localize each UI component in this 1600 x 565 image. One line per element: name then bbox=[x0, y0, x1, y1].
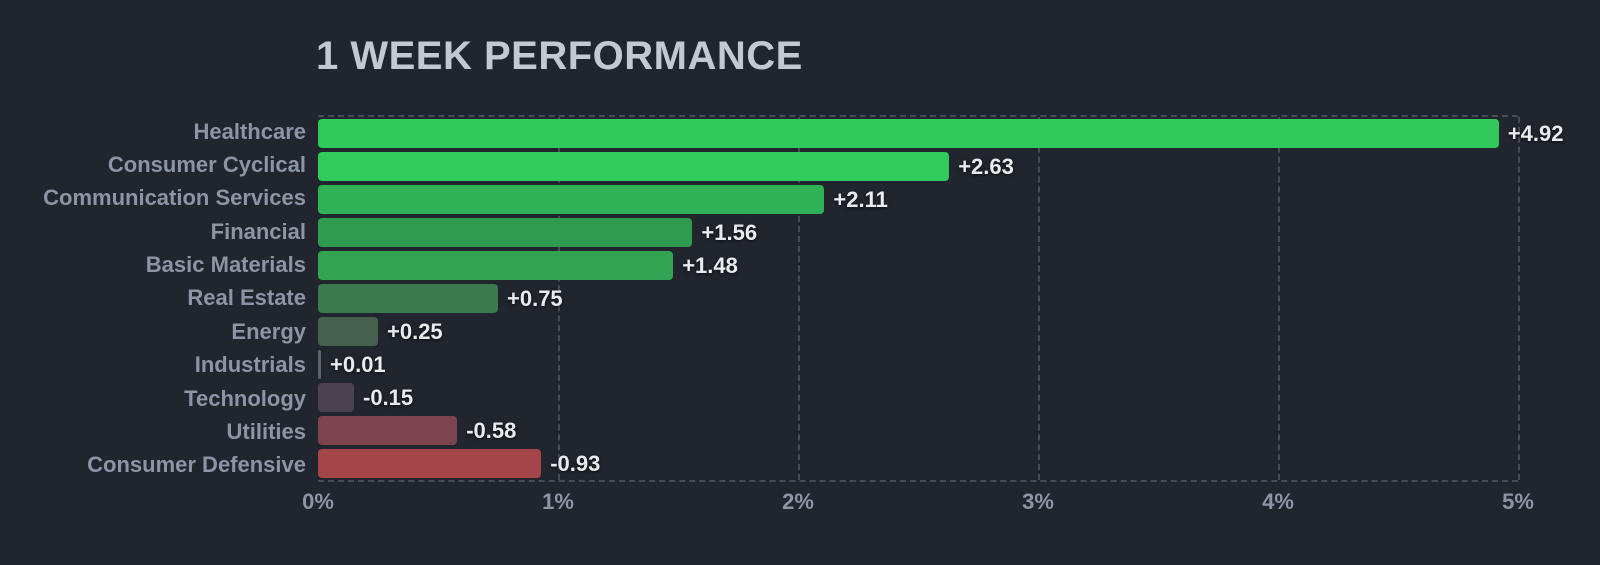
bar-financial bbox=[318, 218, 693, 247]
bar-rows-layer: +4.92 +2.63 +2.11 +1.56 +1.48 +0.75 +0.25 +0.01… bbox=[318, 117, 1563, 480]
bar-row: +2.63 bbox=[318, 150, 1518, 183]
category-label: Technology bbox=[184, 385, 306, 411]
category-label: Communication Services bbox=[43, 185, 306, 211]
vertical-gridline bbox=[1278, 117, 1280, 480]
bar-value-label: -0.15 bbox=[363, 384, 414, 410]
bar-value-label: +0.75 bbox=[507, 285, 563, 311]
bar-value-label: -0.58 bbox=[466, 417, 517, 443]
category-label: Basic Materials bbox=[145, 252, 306, 278]
bar-value-label: -0.93 bbox=[550, 450, 601, 476]
bar-consumer-cyclical bbox=[318, 152, 950, 181]
x-axis-tick: 0% bbox=[302, 489, 334, 514]
bar-row: +0.75 bbox=[318, 282, 1518, 315]
bar-value-label: +4.92 bbox=[1507, 120, 1564, 146]
bar-basic-materials bbox=[318, 251, 674, 280]
bar-value-label: +0.25 bbox=[387, 318, 443, 344]
bar-value-label: +2.11 bbox=[833, 186, 888, 212]
bar-value-label: +0.01 bbox=[330, 351, 386, 377]
bar-healthcare bbox=[318, 119, 1499, 148]
x-axis-tick: 4% bbox=[1262, 489, 1294, 514]
bar-communication-services bbox=[318, 185, 825, 214]
bar-industrials bbox=[318, 350, 321, 379]
plot-area: +4.92 +2.63 +2.11 +1.56 +1.48 +0.75 +0.25 +0.01… bbox=[318, 115, 1563, 482]
bar-row: +0.01 bbox=[318, 348, 1518, 381]
category-label: Healthcare bbox=[193, 118, 306, 144]
category-label: Consumer Defensive bbox=[87, 452, 306, 478]
category-label: Energy bbox=[231, 318, 306, 344]
bar-consumer-defensive bbox=[318, 449, 542, 478]
bar-utilities bbox=[318, 416, 458, 445]
x-axis-tick: 5% bbox=[1502, 489, 1534, 514]
vertical-gridline bbox=[1518, 117, 1520, 480]
bar-row: +4.92 bbox=[318, 117, 1563, 150]
bar-row: -0.58 bbox=[318, 414, 1518, 447]
category-label: Consumer Cyclical bbox=[107, 152, 306, 178]
category-label: Utilities bbox=[226, 418, 306, 444]
x-axis-tick: 2% bbox=[782, 489, 814, 514]
bar-technology bbox=[318, 383, 354, 412]
bar-row: +1.56 bbox=[318, 216, 1518, 249]
bar-row: +1.48 bbox=[318, 249, 1518, 282]
vertical-gridline bbox=[558, 117, 560, 480]
chart-title: 1 WEEK PERFORMANCE bbox=[316, 34, 803, 78]
bar-row: +2.11 bbox=[318, 183, 1518, 216]
bar-row: -0.93 bbox=[318, 447, 1518, 480]
x-axis-tick: 1% bbox=[542, 489, 574, 514]
bar-row: +0.25 bbox=[318, 315, 1518, 348]
category-label: Real Estate bbox=[187, 285, 306, 311]
x-axis-tick: 3% bbox=[1022, 489, 1054, 514]
bar-value-label: +1.48 bbox=[682, 252, 738, 278]
bar-value-label: +2.63 bbox=[958, 153, 1014, 179]
vertical-gridline bbox=[798, 117, 800, 480]
bar-value-label: +1.56 bbox=[701, 219, 758, 245]
category-labels-column: Healthcare Consumer Cyclical Communication… bbox=[0, 115, 306, 482]
bar-real-estate bbox=[318, 284, 498, 313]
bar-row: -0.15 bbox=[318, 381, 1518, 414]
bar-energy bbox=[318, 317, 378, 346]
category-label: Financial bbox=[210, 218, 306, 244]
vertical-gridline bbox=[1038, 117, 1040, 480]
category-label: Industrials bbox=[194, 352, 306, 378]
